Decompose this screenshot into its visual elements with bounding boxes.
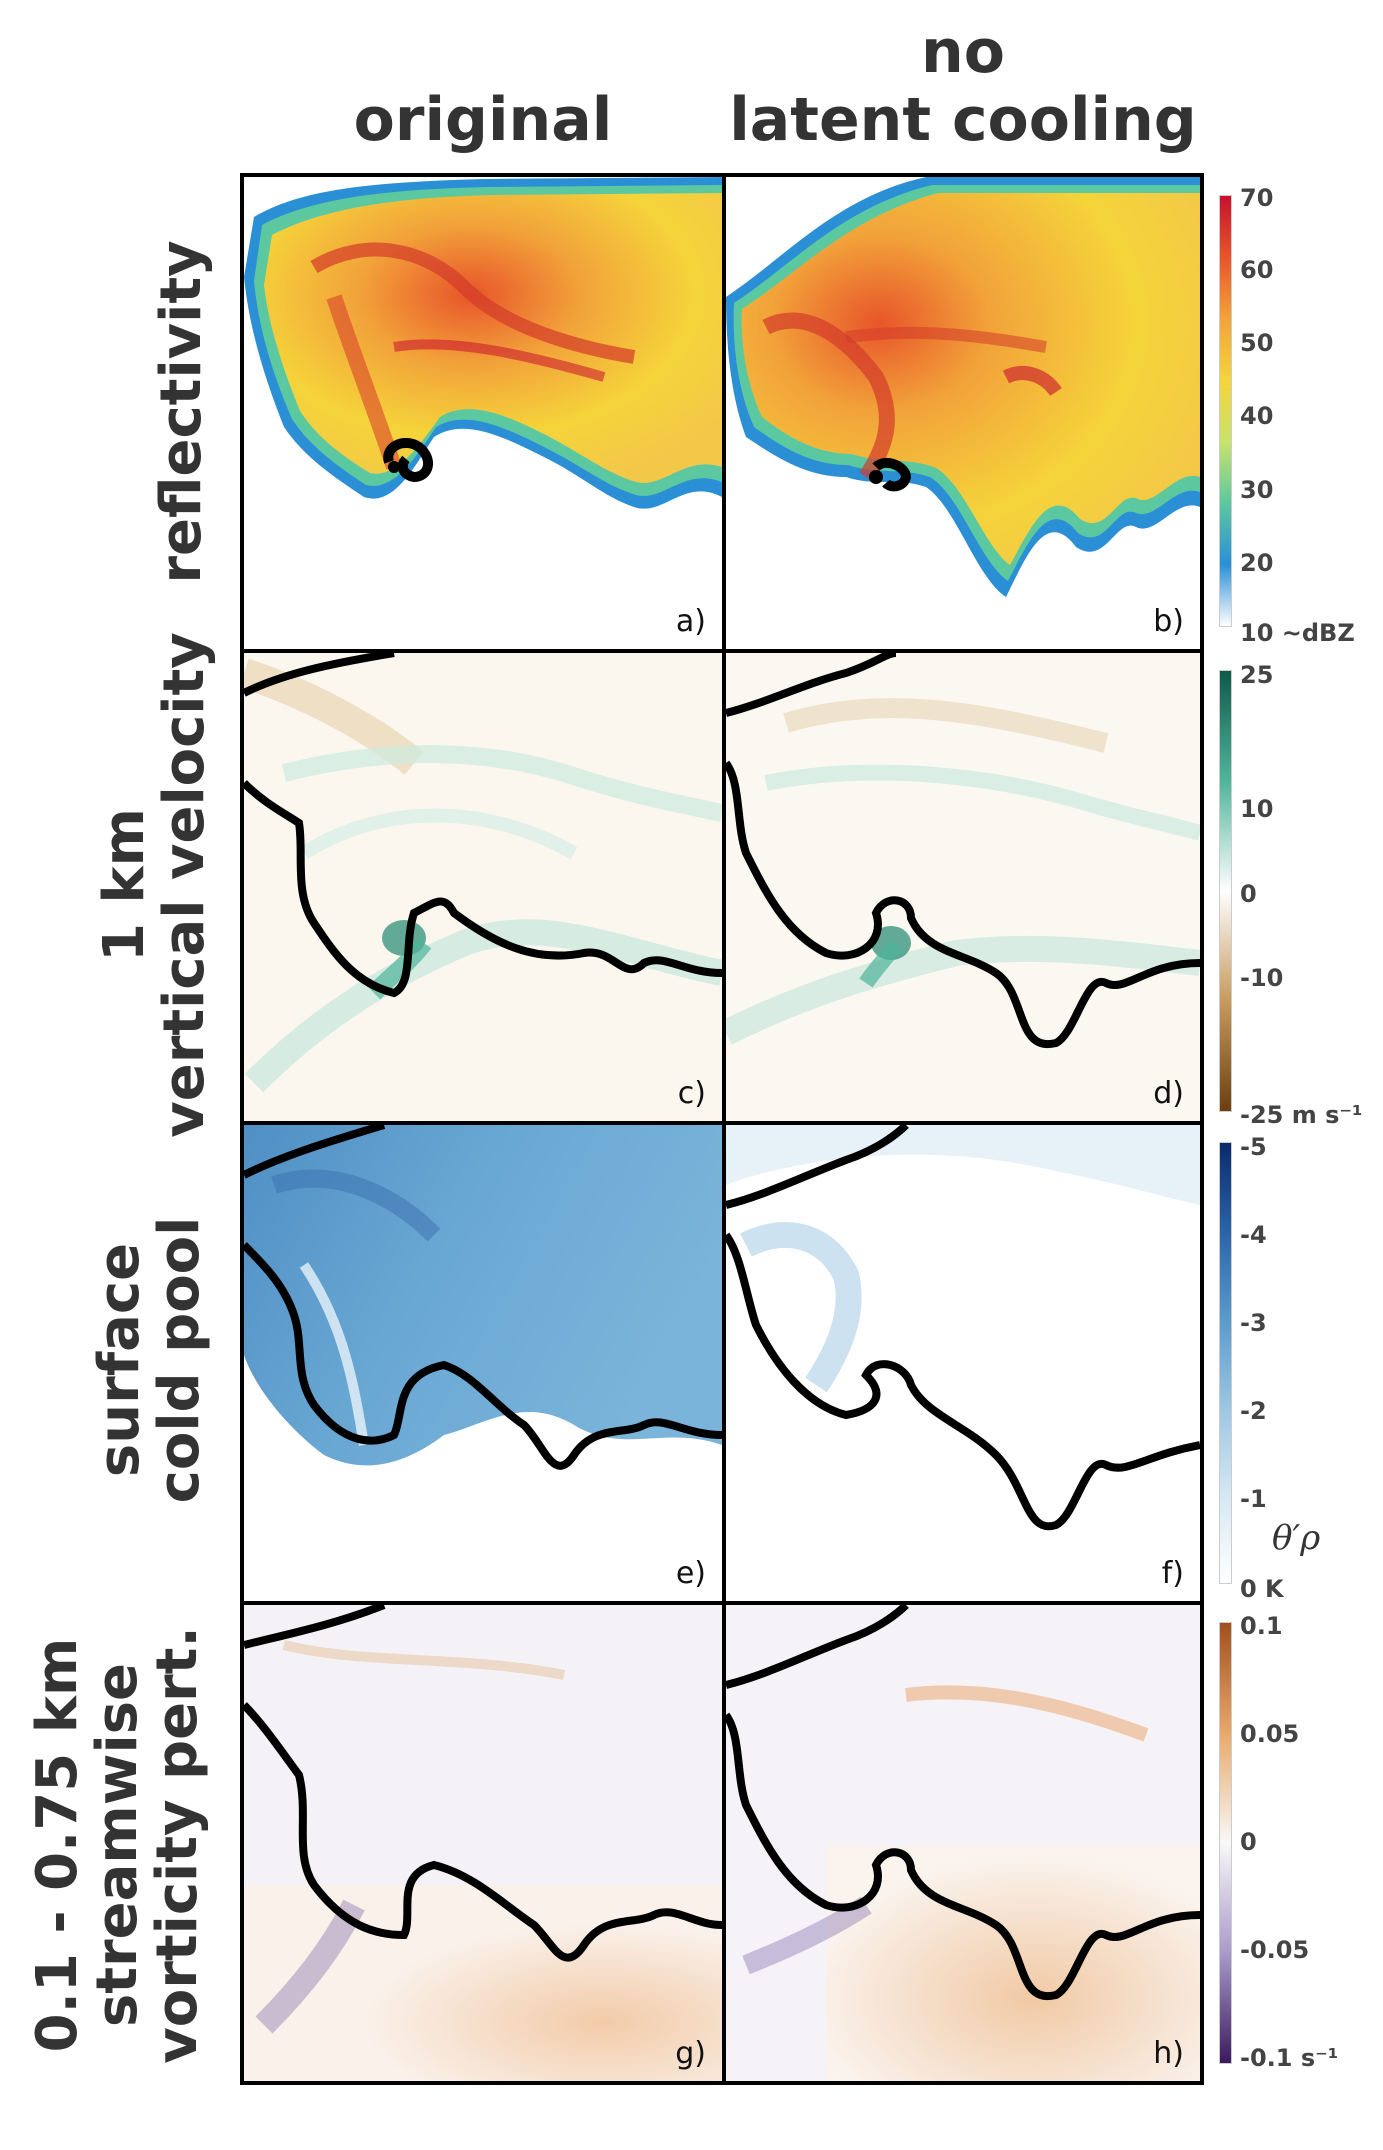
row-label-line3: vorticity pert. — [145, 1626, 210, 2064]
panel-label: e) — [675, 1556, 706, 1591]
tick-label: -0.1 s⁻¹ — [1240, 2044, 1339, 2072]
tick-label: -25 m s⁻¹ — [1240, 1101, 1363, 1129]
row-label-reflectivity: reflectivity — [149, 240, 214, 584]
panel-label: g) — [675, 2036, 706, 2071]
panel-h-vorticity-no-latent-cooling: h) — [722, 1601, 1204, 2085]
tick-label: 0 — [1240, 880, 1257, 908]
tick-label: 70 — [1240, 184, 1274, 212]
tick-label: -10 — [1240, 964, 1284, 992]
panel-label: a) — [675, 604, 706, 639]
theta-rho-symbol: θ′ρ — [1272, 1518, 1321, 1558]
tick-label: 10 ~dBZ — [1240, 619, 1355, 647]
tick-label: -5 — [1240, 1133, 1267, 1161]
row-label-line2: streamwise — [85, 1662, 150, 2028]
colorbar-cold-pool — [1219, 1142, 1232, 1584]
tick-label: -4 — [1240, 1221, 1267, 1249]
tick-label: -2 — [1240, 1397, 1267, 1425]
column-title-no-latent-cooling: no latent cooling — [722, 20, 1204, 152]
panel-label: h) — [1153, 2036, 1184, 2071]
tick-label: 25 — [1240, 661, 1274, 689]
panel-label: f) — [1161, 1556, 1184, 1591]
row-label-line2: vertical velocity — [152, 632, 217, 1138]
row-label-vertical-velocity: 1 km vertical velocity — [92, 632, 217, 1138]
panel-b-reflectivity-no-latent-cooling: b) — [722, 173, 1204, 653]
tick-label: 60 — [1240, 256, 1274, 284]
panel-label: c) — [677, 1076, 706, 1111]
column-title-original: original — [353, 85, 613, 155]
tick-label: 0.1 — [1240, 1612, 1283, 1640]
panel-f-cold-pool-no-latent-cooling: f) — [722, 1121, 1204, 1605]
panel-d-vertical-velocity-no-latent-cooling: d) — [722, 649, 1204, 1125]
row-label-line1: 1 km — [92, 807, 157, 963]
tick-label: 0.05 — [1240, 1720, 1300, 1748]
tick-label: -0.05 — [1240, 1936, 1310, 1964]
panel-label: d) — [1153, 1076, 1184, 1111]
tick-label: 0 K — [1240, 1575, 1284, 1603]
panel-e-cold-pool-original: e) — [240, 1121, 726, 1605]
tick-label: -3 — [1240, 1309, 1267, 1337]
colorbar-reflectivity — [1219, 195, 1232, 627]
row-label-line2: cold pool — [147, 1216, 212, 1504]
tick-label: 40 — [1240, 402, 1274, 430]
tick-label: 20 — [1240, 549, 1274, 577]
panel-c-vertical-velocity-original: c) — [240, 649, 726, 1125]
row-label-vorticity: 0.1 - 0.75 km streamwise vorticity pert. — [25, 1626, 210, 2064]
column-title-line2: latent cooling — [729, 85, 1197, 155]
colorbar-vorticity — [1219, 1622, 1232, 2064]
tick-label: -1 — [1240, 1485, 1267, 1513]
tick-label: 10 — [1240, 795, 1274, 823]
row-label-line1: 0.1 - 0.75 km — [25, 1637, 90, 2053]
panel-label: b) — [1153, 604, 1184, 639]
tick-label: 0 — [1240, 1828, 1257, 1856]
column-title-line1: no — [921, 17, 1005, 87]
panel-a-reflectivity-original: a) — [240, 173, 726, 653]
tick-label: 30 — [1240, 476, 1274, 504]
colorbar-vertical-velocity — [1219, 670, 1232, 1112]
panel-g-vorticity-original: g) — [240, 1601, 726, 2085]
row-label-line1: surface — [87, 1242, 152, 1478]
tick-label: 50 — [1240, 329, 1274, 357]
row-label-cold-pool: surface cold pool — [87, 1216, 212, 1504]
